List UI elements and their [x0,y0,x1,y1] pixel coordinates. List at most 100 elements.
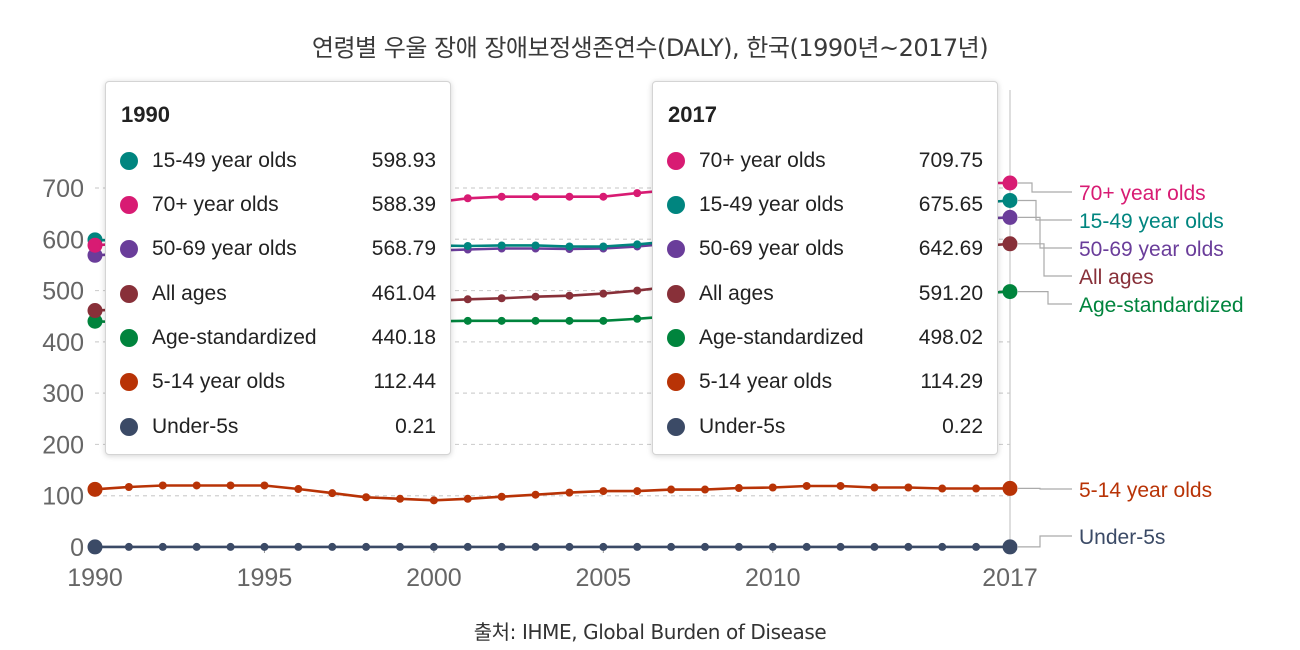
legend-dot [667,418,685,436]
data-point [192,542,201,551]
endpoint-marker [1002,175,1018,191]
series-line [94,484,1011,502]
data-point [531,292,540,301]
data-point [429,496,438,505]
tooltip-row-value: 642.69 [918,237,983,260]
legend-dot [120,285,138,303]
legend-dot [667,152,685,170]
data-point [497,542,506,551]
data-point [633,286,642,295]
end-label-connector [1018,182,1072,193]
data-point [938,542,947,551]
data-point [531,542,540,551]
data-point [531,490,540,499]
data-point [904,542,913,551]
data-point [124,542,133,551]
data-point [226,542,235,551]
endpoint-marker [1002,480,1018,496]
data-point [599,289,608,298]
x-tick-label: 2010 [745,564,801,592]
tooltip-row-value: 588.39 [371,193,436,216]
tooltip-row-label: All ages [699,282,774,305]
data-point [972,484,981,493]
tooltip-row-label: 50-69 year olds [152,237,297,260]
tooltip-row-value: 675.65 [918,193,983,216]
legend-dot [120,373,138,391]
data-point [362,493,371,502]
tooltip-row-value: 568.79 [371,237,436,260]
data-point [497,192,506,201]
data-point [802,542,811,551]
x-tick-label: 1990 [67,564,123,592]
tooltip-row: Under-5s 0.21 [106,412,450,442]
data-point [565,291,574,300]
tooltip-row: 70+ year olds 588.39 [106,190,450,220]
end-label: 15-49 year olds [1079,210,1224,233]
data-point [260,481,269,490]
endpoint-marker [87,539,103,555]
end-label: 50-69 year olds [1079,238,1224,261]
tooltip-row: 15-49 year olds 598.93 [106,146,450,176]
end-label-connector [1018,487,1072,490]
y-tick-label: 700 [42,175,84,203]
data-point [328,542,337,551]
tooltip-row-label: 5-14 year olds [699,370,833,393]
data-point [565,242,574,251]
data-point [429,542,438,551]
data-point [531,241,540,250]
x-tick-label: 2000 [406,564,462,592]
data-point [158,542,167,551]
legend-dot [120,418,138,436]
data-point [463,241,472,250]
data-point [667,542,676,551]
tooltip-row: Age-standardized 498.02 [653,323,997,353]
data-point [667,485,676,494]
tooltip-row: Under-5s 0.22 [653,412,997,442]
end-label-connector [1018,199,1072,221]
data-point [531,316,540,325]
data-point [802,481,811,490]
tooltip-row: 5-14 year olds 114.29 [653,367,997,397]
endpoint-marker [87,303,103,319]
series-under-5s [87,539,1018,555]
tooltip-2017: 2017 70+ year olds 709.75 15-49 year old… [652,81,998,455]
tooltip-row: 15-49 year olds 675.65 [653,190,997,220]
data-point [497,316,506,325]
data-point [497,294,506,303]
tooltip-row-label: Age-standardized [699,326,864,349]
data-point [565,316,574,325]
data-point [396,542,404,551]
tooltip-row: All ages 591.20 [653,279,997,309]
endpoint-marker [1002,209,1018,225]
data-point [633,314,642,323]
data-point [531,192,540,201]
data-point [701,485,709,494]
tooltip-row: 5-14 year olds 112.44 [106,367,450,397]
end-label: Under-5s [1079,526,1165,549]
x-tick-label: 2005 [576,564,632,592]
tooltip-row-value: 112.44 [373,370,436,393]
data-point [294,485,303,494]
y-tick-label: 300 [42,380,84,408]
tooltip-row-value: 591.20 [918,282,983,305]
data-point [836,481,845,490]
data-point [633,240,642,249]
data-point [633,487,642,496]
chart-source: 출처: IHME, Global Burden of Disease [473,620,827,644]
endpoint-marker [87,237,103,253]
data-point [565,542,574,551]
tooltip-year: 1990 [121,102,170,127]
data-point [938,484,947,493]
tooltip-row-value: 498.02 [918,326,983,349]
axis-layer: 0 100 200 300 400 500 600 700 1990 1995 2000 2005 20… [42,175,1038,592]
data-point [463,194,472,203]
tooltip-1990: 1990 15-49 year olds 598.93 70+ year old… [105,81,451,455]
legend-dot [667,285,685,303]
legend-dot [120,240,138,258]
y-tick-label: 400 [42,329,84,357]
legend-dot [667,196,685,214]
data-point [260,542,269,551]
data-point [463,295,472,304]
y-tick-label: 600 [42,226,84,254]
series-5-14-year-olds [87,480,1018,505]
